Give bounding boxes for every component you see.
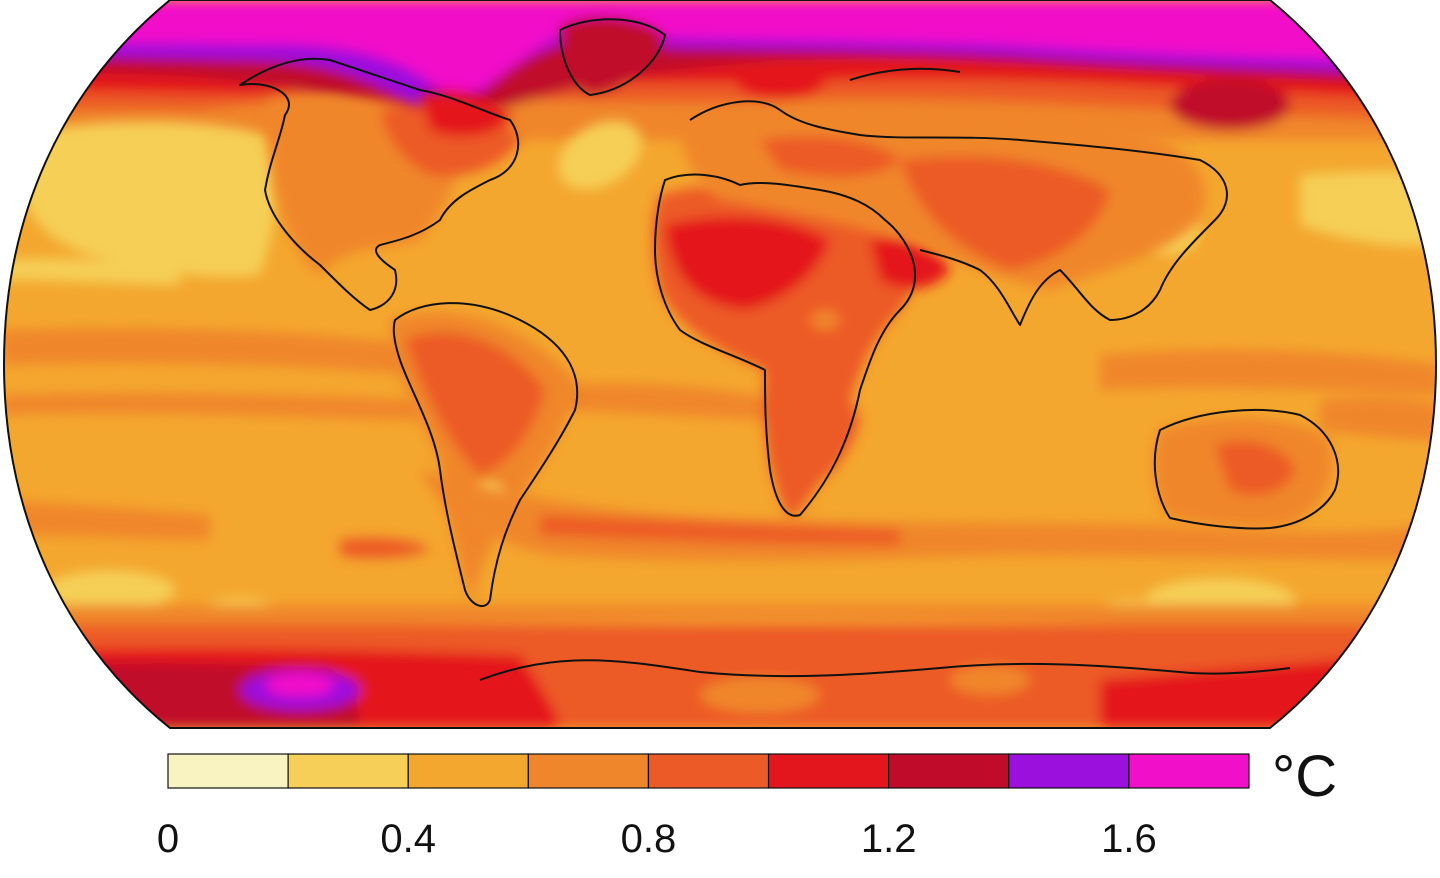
eurasia — [680, 114, 1206, 290]
colorbar-tick-label: 0 — [157, 817, 179, 861]
colorbar-bin-3 — [527, 753, 650, 789]
colorbar-bin-2 — [407, 753, 529, 789]
colorbar-bin-0 — [167, 753, 289, 789]
map-field — [4, 0, 1436, 728]
colorbar-tick-label: 1.6 — [1101, 817, 1157, 861]
colorbar-tick-label: 0.8 — [621, 817, 677, 861]
colorbar-unit-label: °C — [1272, 744, 1337, 809]
colorbar-bin-5 — [767, 753, 890, 789]
colorbar-bin-6 — [888, 753, 1010, 789]
northern-bands — [4, 0, 1436, 140]
australia — [1153, 417, 1333, 527]
north-america — [267, 91, 520, 276]
colorbar-bin-7 — [1008, 753, 1130, 789]
tropical-bands — [4, 328, 1436, 440]
map-outline — [2, 0, 1438, 729]
colorbar-tick-label: 1.2 — [861, 817, 917, 861]
colorbar-tick-label: 0.4 — [380, 817, 436, 861]
colorbar-bin-1 — [287, 753, 409, 789]
colorbar-bin-4 — [647, 753, 770, 789]
coastlines — [239, 18, 1340, 681]
colorbar-bin-8 — [1128, 753, 1250, 789]
colorbar: 0 0.4 0.8 1.2 1.6 — [157, 753, 1250, 861]
africa — [652, 183, 950, 520]
